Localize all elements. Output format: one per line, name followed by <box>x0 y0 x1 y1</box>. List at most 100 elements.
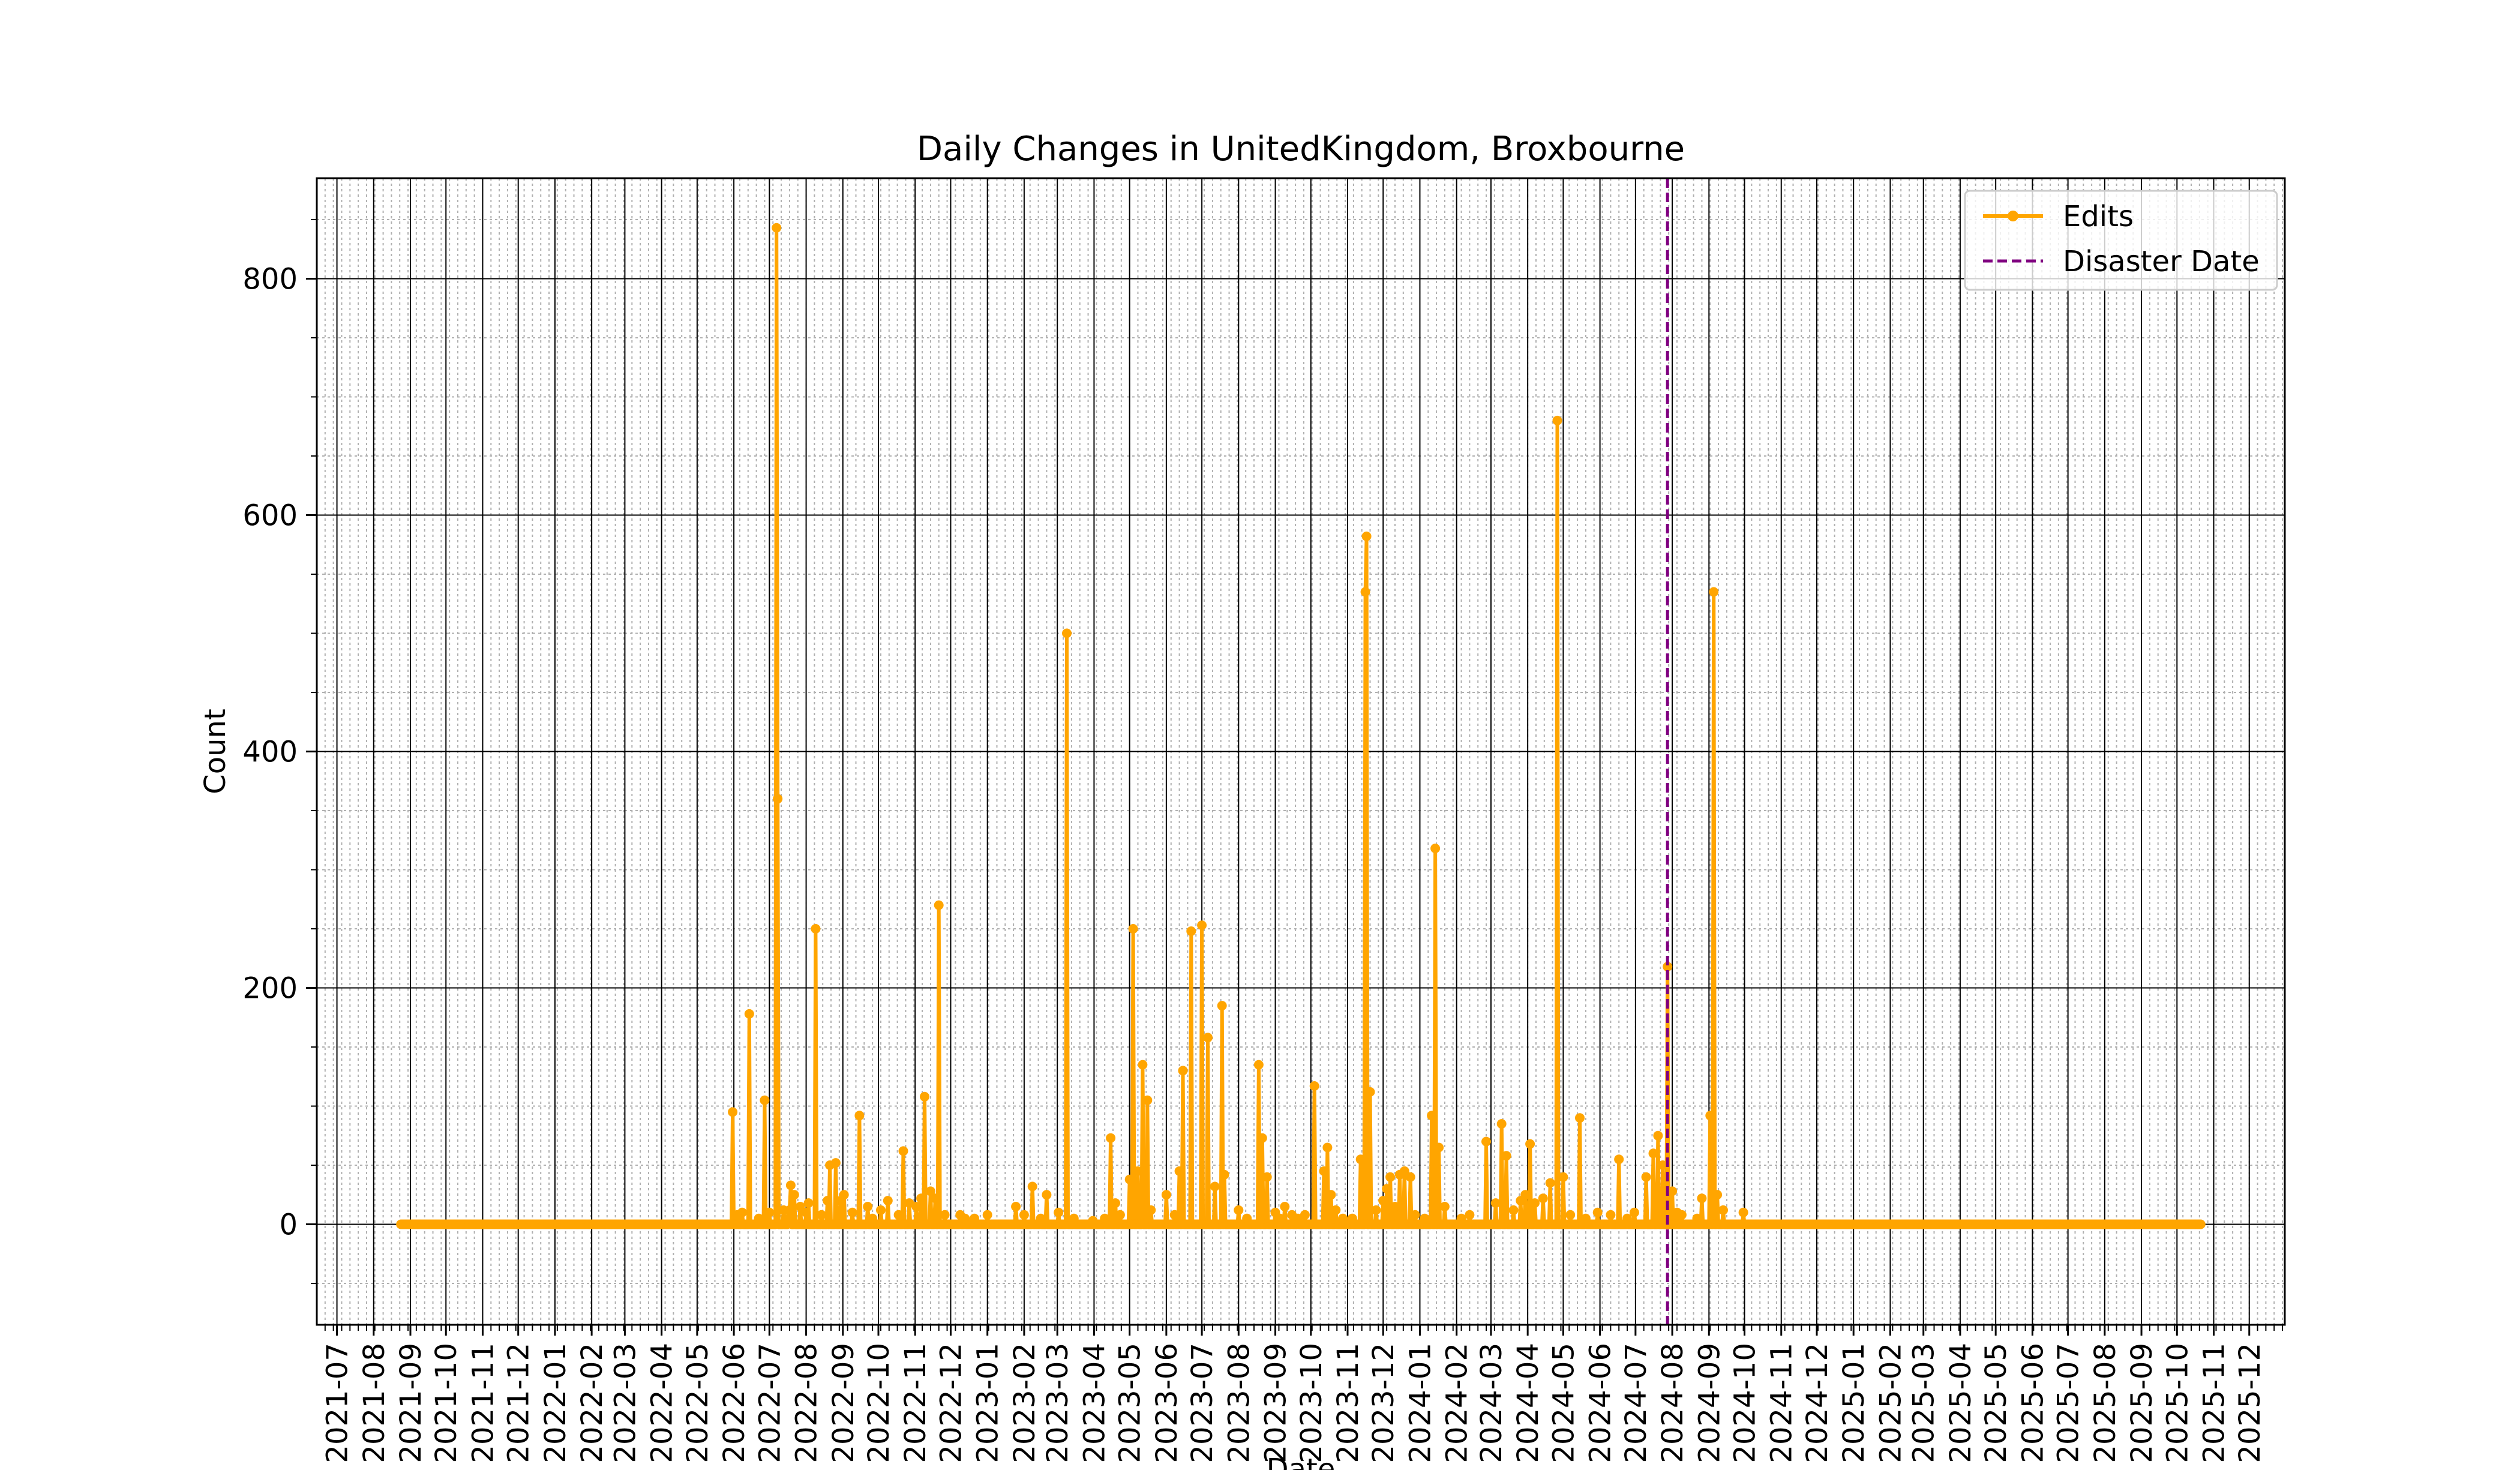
x-tick-label: 2022-04 <box>646 1343 679 1463</box>
legend: Edits Disaster Date <box>1964 190 2278 291</box>
edits-point <box>1405 1172 1415 1182</box>
x-tick-label: 2024-05 <box>1547 1343 1580 1463</box>
x-tick-label: 2022-09 <box>827 1343 860 1463</box>
edits-point <box>1565 1210 1576 1220</box>
x-tick-label: 2022-12 <box>934 1343 968 1463</box>
edits-point <box>1481 1136 1491 1147</box>
edits-point <box>1257 1133 1267 1143</box>
edits-point <box>772 223 782 233</box>
edits-point <box>773 794 783 804</box>
edits-point <box>1538 1193 1548 1204</box>
x-tick-label: 2024-11 <box>1765 1343 1799 1463</box>
edits-point <box>1676 1210 1687 1220</box>
edits-point <box>1280 1202 1290 1211</box>
edits-point <box>1042 1190 1052 1200</box>
x-tick-label: 2025-02 <box>1874 1343 1907 1463</box>
edits-point <box>1355 1154 1366 1165</box>
edits-point <box>1705 1111 1715 1121</box>
x-tick-label: 2025-04 <box>1944 1343 1978 1463</box>
edits-point <box>737 1207 747 1217</box>
edits-point <box>1322 1142 1333 1153</box>
edits-point <box>1508 1205 1519 1215</box>
x-tick-label: 2022-03 <box>608 1343 642 1463</box>
y-tick-label: 200 <box>242 972 298 1006</box>
edits-point <box>1124 1174 1135 1184</box>
edits-point <box>744 1009 754 1019</box>
edits-point <box>1430 844 1441 853</box>
edits-point <box>1169 1210 1180 1220</box>
edits-point <box>911 1202 922 1211</box>
x-tick-label: 2024-01 <box>1403 1343 1437 1463</box>
edits-point <box>1545 1178 1555 1188</box>
chart-title: Daily Changes in UnitedKingdom, Broxbour… <box>917 130 1685 169</box>
edits-point <box>1525 1139 1535 1149</box>
edits-point <box>764 1207 775 1217</box>
x-tick-label: 2024-03 <box>1475 1343 1508 1463</box>
edits-point <box>1319 1166 1329 1176</box>
x-tick-label: 2023-07 <box>1186 1343 1219 1463</box>
edits-point <box>854 1111 865 1121</box>
edits-point <box>1552 415 1562 425</box>
edits-point <box>1054 1207 1064 1217</box>
edits-point <box>1382 1184 1392 1194</box>
edits-point <box>1663 962 1673 972</box>
edits-point <box>1262 1172 1272 1182</box>
legend-disaster-label: Disaster Date <box>2063 245 2260 278</box>
edits-point <box>1203 1033 1213 1043</box>
edits-point <box>883 1196 893 1206</box>
edits-point <box>1399 1166 1409 1176</box>
edits-point <box>1174 1166 1184 1176</box>
x-tick-label: 2024-02 <box>1441 1343 1474 1463</box>
edits-point <box>2195 1219 2206 1229</box>
x-tick-label: 2022-01 <box>539 1343 572 1463</box>
edits-point <box>1658 1160 1668 1170</box>
y-tick-label: 800 <box>242 262 298 296</box>
x-tick-label: 2024-08 <box>1656 1343 1690 1463</box>
edits-point <box>1019 1210 1029 1220</box>
edits-point <box>1465 1210 1475 1220</box>
edits-point <box>1427 1111 1437 1121</box>
x-tick-label: 2025-03 <box>1907 1343 1941 1463</box>
x-tick-label: 2023-10 <box>1295 1343 1328 1463</box>
x-tick-label: 2022-06 <box>718 1343 751 1463</box>
edits-point <box>1371 1205 1381 1215</box>
x-tick-label: 2023-02 <box>1008 1343 1042 1463</box>
x-tick-label: 2022-05 <box>681 1343 715 1463</box>
edits-point <box>1653 1130 1663 1141</box>
x-tick-label: 2023-08 <box>1222 1343 1256 1463</box>
plot-content <box>396 178 2206 1325</box>
x-tick-label: 2024-06 <box>1584 1343 1618 1463</box>
x-tick-label: 2023-05 <box>1114 1343 1147 1463</box>
x-tick-label: 2023-04 <box>1078 1343 1111 1463</box>
edits-point <box>817 1210 827 1220</box>
edits-point <box>1146 1205 1156 1215</box>
x-tick-label: 2025-05 <box>1979 1343 2013 1463</box>
x-tick-label: 2025-12 <box>2233 1343 2267 1463</box>
edits-point <box>1592 1207 1603 1217</box>
x-tick-label: 2025-09 <box>2125 1343 2159 1463</box>
edits-point <box>1712 1190 1723 1200</box>
edits-point <box>1178 1066 1188 1076</box>
edits-point <box>1434 1142 1444 1153</box>
x-tick-label: 2021-09 <box>394 1343 428 1463</box>
edits-point <box>1309 1081 1319 1091</box>
x-tick-label: 2025-10 <box>2161 1343 2194 1463</box>
y-axis: 0 200 400 600 800 <box>242 218 317 1285</box>
x-tick-label: 2022-07 <box>753 1343 787 1463</box>
edits-point <box>1641 1172 1651 1182</box>
edits-point <box>1111 1198 1120 1208</box>
edits-point <box>920 1091 929 1102</box>
x-tick-label: 2023-11 <box>1331 1343 1365 1463</box>
edits-point <box>1614 1154 1624 1165</box>
x-tick-label: 2021-10 <box>430 1343 463 1463</box>
x-tick-label: 2025-07 <box>2052 1343 2086 1463</box>
edits-point <box>1361 531 1372 541</box>
x-tick-label: 2024-10 <box>1729 1343 1762 1463</box>
x-tick-label: 2024-04 <box>1511 1343 1545 1463</box>
edits-point <box>925 1186 935 1196</box>
edits-point <box>1300 1210 1310 1220</box>
edits-point <box>1217 1001 1227 1011</box>
x-tick-label: 2025-08 <box>2089 1343 2122 1463</box>
edits-point <box>1219 1169 1229 1180</box>
